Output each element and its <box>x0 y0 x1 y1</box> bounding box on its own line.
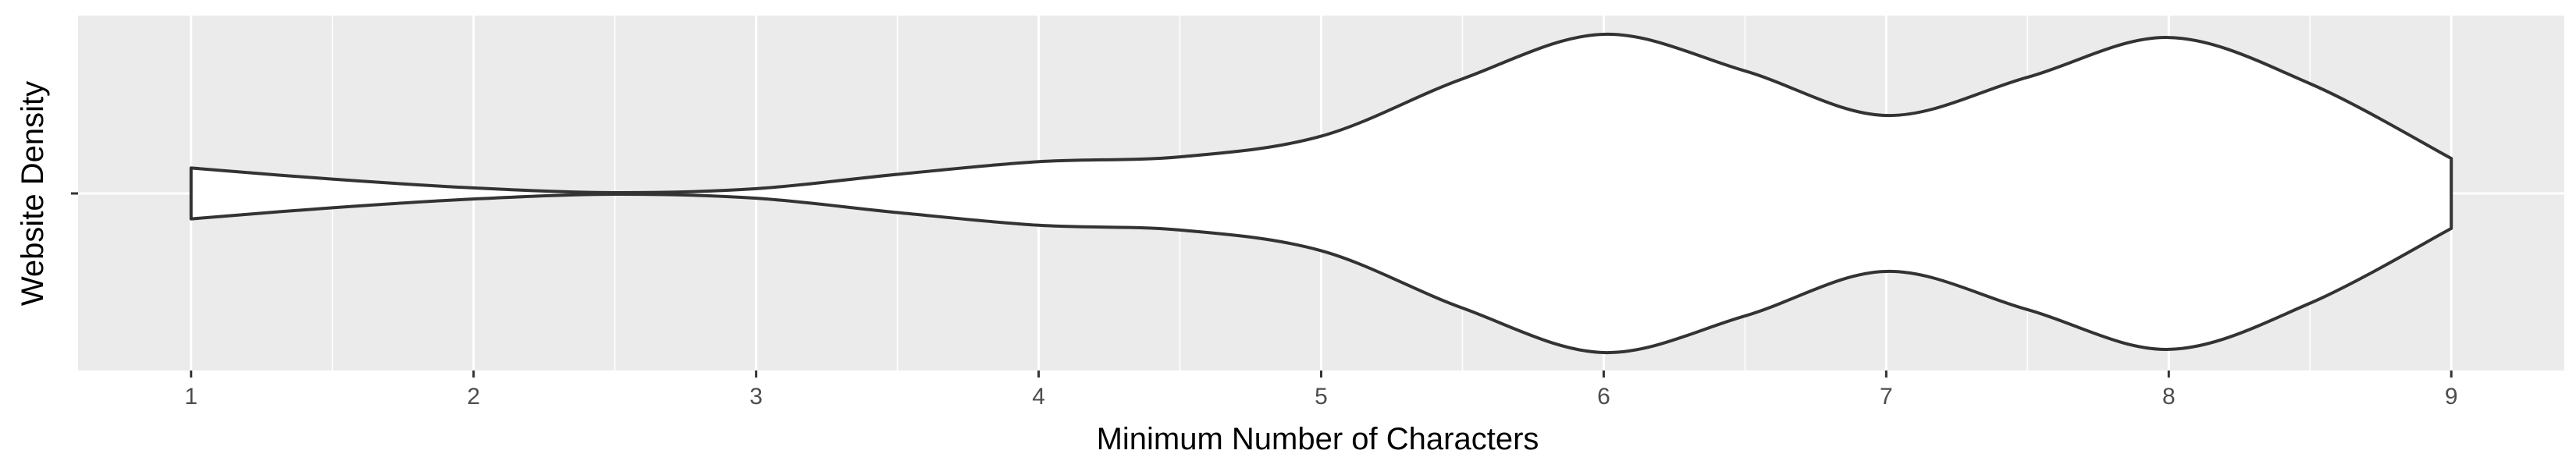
x-tick-label: 3 <box>749 384 763 410</box>
x-axis-tick-labels: 1 2 3 4 5 6 7 8 9 <box>184 384 2457 410</box>
violin-shape <box>189 32 2453 355</box>
x-tick-label: 5 <box>1315 384 1328 410</box>
x-axis-title: Minimum Number of Characters <box>1097 422 1539 456</box>
x-tick-label: 6 <box>1597 384 1610 410</box>
x-tick-label: 9 <box>2445 384 2458 410</box>
x-tick-label: 4 <box>1032 384 1045 410</box>
x-tick-label: 1 <box>184 384 197 410</box>
x-tick-label: 2 <box>467 384 480 410</box>
x-tick-label: 8 <box>2162 384 2176 410</box>
x-tick-label: 7 <box>1880 384 1893 410</box>
y-axis-title: Website Density <box>16 81 50 306</box>
x-axis-ticks <box>190 370 2453 378</box>
